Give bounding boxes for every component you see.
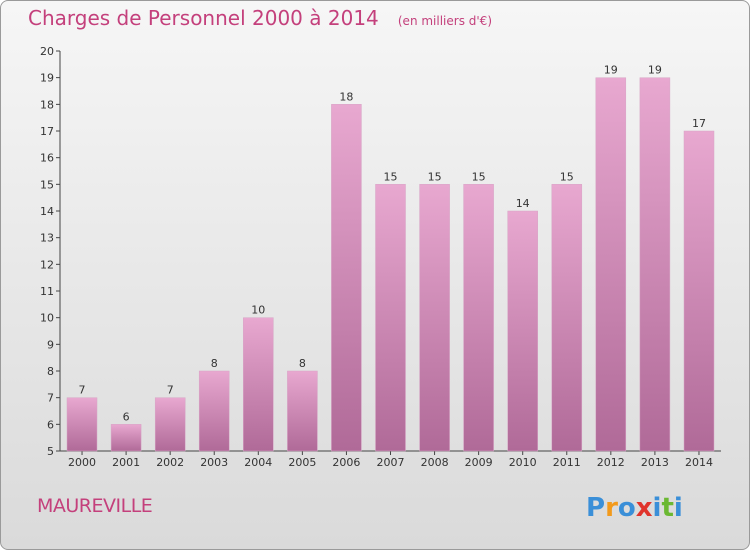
data-label-2006: 18 (339, 90, 353, 103)
x-tick-label-2003: 2003 (200, 456, 228, 469)
data-label-2013: 19 (648, 64, 662, 77)
y-tick-label: 12 (40, 258, 54, 271)
data-label-2007: 15 (384, 170, 398, 183)
y-tick-label: 5 (47, 445, 54, 458)
data-label-2014: 17 (692, 117, 706, 130)
x-tick-label-2010: 2010 (509, 456, 537, 469)
bar-2007 (375, 184, 406, 452)
bar-2002 (154, 397, 186, 452)
data-label-2000: 7 (79, 384, 86, 397)
data-label-2011: 15 (560, 170, 574, 183)
y-tick-label: 7 (47, 392, 54, 405)
bar-2009 (463, 184, 494, 452)
x-tick-label-2009: 2009 (465, 456, 493, 469)
proxiti-logo[interactable]: Proxiti (584, 488, 694, 524)
data-label-2003: 8 (211, 357, 218, 370)
bar-2001 (110, 424, 142, 452)
bar-2006 (331, 104, 362, 452)
data-label-2008: 15 (428, 170, 442, 183)
bar-2014 (683, 130, 715, 452)
title-row: Charges de Personnel 2000 à 2014 (en mil… (28, 6, 492, 30)
commune-name: MAUREVILLE (37, 495, 153, 517)
data-label-2002: 7 (167, 384, 174, 397)
data-label-2001: 6 (123, 410, 130, 423)
x-tick-label-2000: 2000 (68, 456, 96, 469)
x-tick-label-2008: 2008 (421, 456, 449, 469)
y-tick-label: 16 (40, 152, 54, 165)
x-tick-label-2004: 2004 (244, 456, 272, 469)
chart-subtitle: (en milliers d'€) (397, 14, 492, 28)
data-label-2005: 8 (299, 357, 306, 370)
y-tick-label: 6 (47, 418, 54, 431)
y-tick-label: 11 (40, 285, 54, 298)
data-label-2010: 14 (516, 197, 530, 210)
chart-title: Charges de Personnel 2000 à 2014 (28, 6, 379, 30)
y-tick-label: 15 (40, 178, 54, 191)
y-tick-label: 8 (47, 365, 54, 378)
x-tick-label-2002: 2002 (156, 456, 184, 469)
bar-2000 (66, 397, 98, 452)
svg-text:Proxiti: Proxiti (586, 493, 683, 523)
bar-2003 (198, 370, 230, 452)
x-tick-label-2013: 2013 (641, 456, 669, 469)
data-label-2009: 15 (472, 170, 486, 183)
x-tick-label-2001: 2001 (112, 456, 140, 469)
bar-2010 (507, 210, 538, 452)
x-tick-label-2005: 2005 (288, 456, 316, 469)
y-tick-label: 19 (40, 72, 54, 85)
x-tick-label-2012: 2012 (597, 456, 625, 469)
x-tick-label-2007: 2007 (377, 456, 405, 469)
bar-2008 (419, 184, 450, 452)
y-tick-label: 13 (40, 232, 54, 245)
bar-2012 (595, 77, 627, 452)
y-tick-label: 17 (40, 125, 54, 138)
y-tick-label: 10 (40, 312, 54, 325)
x-tick-label-2006: 2006 (332, 456, 360, 469)
bar-2011 (551, 184, 583, 452)
bar-2005 (287, 370, 318, 452)
data-label-2012: 19 (604, 64, 618, 77)
x-tick-label-2011: 2011 (553, 456, 581, 469)
y-tick-label: 20 (40, 45, 54, 58)
y-tick-label: 9 (47, 338, 54, 351)
data-label-2004: 10 (251, 304, 265, 317)
bar-2004 (243, 317, 274, 452)
y-tick-label: 14 (40, 205, 54, 218)
x-tick-label-2014: 2014 (685, 456, 713, 469)
y-tick-label: 18 (40, 98, 54, 111)
bar-2013 (639, 77, 671, 452)
